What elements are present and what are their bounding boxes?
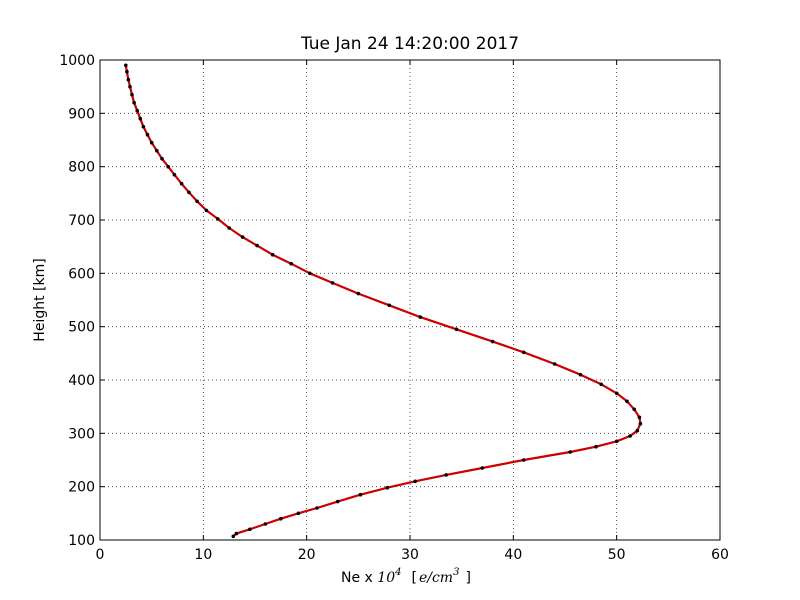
y-tick-label: 600 — [68, 266, 95, 282]
data-point — [160, 156, 164, 161]
grid-lines — [100, 60, 720, 540]
data-point — [356, 291, 361, 296]
data-point — [149, 140, 154, 145]
data-point — [521, 458, 526, 462]
data-point — [195, 199, 199, 204]
data-point — [385, 485, 390, 490]
data-point — [204, 208, 209, 213]
data-point — [270, 252, 275, 257]
y-tick-labels: 100 200 300 400 500 600 700 800 900 1000 — [59, 53, 95, 549]
data-point — [234, 531, 239, 536]
data-point — [125, 69, 129, 74]
plot-series — [124, 63, 643, 539]
y-tick-label: 700 — [68, 213, 95, 229]
chart-title: Tue Jan 24 14:20:00 2017 — [300, 34, 519, 54]
data-point — [179, 181, 184, 186]
data-point — [614, 391, 619, 396]
x-axis-label-exp-base: 10 — [377, 570, 395, 586]
data-point — [413, 479, 418, 484]
data-point — [454, 327, 459, 332]
data-point — [480, 466, 485, 470]
data-point — [335, 499, 340, 504]
x-tick-label: 40 — [504, 547, 522, 563]
data-point — [599, 382, 603, 387]
data-point — [490, 339, 495, 344]
data-point — [263, 522, 268, 526]
data-point — [614, 439, 619, 444]
data-point — [358, 492, 363, 497]
data-point — [444, 473, 449, 477]
data-point — [552, 362, 557, 366]
axis-ticks — [99, 59, 721, 541]
data-point — [594, 444, 598, 449]
data-point — [635, 428, 640, 433]
data-point — [638, 421, 643, 426]
data-point — [255, 243, 259, 248]
data-point — [248, 527, 252, 532]
data-point — [216, 217, 220, 221]
data-point — [172, 172, 177, 177]
data-point — [308, 271, 312, 276]
y-tick-label: 300 — [68, 426, 95, 442]
data-point — [132, 100, 136, 105]
data-point — [166, 164, 170, 169]
data-point — [227, 226, 231, 230]
data-point — [145, 132, 150, 137]
data-point — [240, 235, 245, 239]
data-point — [330, 281, 335, 285]
x-axis-label-unit-num: e/cm — [419, 570, 453, 586]
x-tick-label: 20 — [298, 547, 316, 563]
data-point — [568, 450, 572, 454]
x-tick-label: 0 — [96, 547, 105, 563]
data-point — [128, 84, 132, 89]
data-point — [124, 63, 128, 68]
y-tick-label: 200 — [68, 480, 95, 496]
x-tick-label: 50 — [608, 547, 626, 563]
y-tick-label: 800 — [68, 160, 95, 176]
data-point — [187, 190, 191, 195]
x-axis-label-unit-power: 3 — [453, 567, 459, 578]
data-point — [126, 77, 131, 82]
data-point — [155, 148, 159, 153]
x-tick-labels: 0 10 20 30 40 50 60 — [96, 547, 729, 563]
x-tick-label: 60 — [711, 547, 729, 563]
data-point — [135, 108, 139, 113]
x-axis-label-prefix: Ne x — [341, 570, 377, 586]
y-axis-label: Height [km] — [32, 258, 48, 341]
y-tick-label: 400 — [68, 373, 95, 389]
y-tick-label: 900 — [68, 106, 95, 122]
data-point — [279, 516, 283, 521]
y-tick-label: 500 — [68, 320, 95, 336]
x-axis-label-unit-close: ] — [465, 570, 470, 586]
data-point — [628, 434, 632, 438]
data-point — [387, 303, 392, 308]
data-point — [130, 92, 134, 97]
data-point — [138, 116, 143, 121]
x-tick-label: 30 — [401, 547, 419, 563]
x-axis-label-exp-power: 4 — [394, 567, 401, 578]
x-tick-label: 10 — [194, 547, 212, 563]
data-point — [289, 261, 294, 266]
data-point — [231, 534, 236, 539]
data-point — [315, 506, 319, 510]
y-tick-label: 1000 — [59, 53, 95, 69]
data-point — [418, 315, 423, 319]
data-point — [578, 372, 583, 377]
data-point — [521, 350, 526, 355]
data-point — [637, 415, 642, 420]
x-axis-label: Ne x 104 [e/cm3] — [341, 567, 471, 586]
data-point — [141, 124, 146, 129]
y-tick-label: 100 — [68, 533, 95, 549]
data-point — [625, 399, 629, 404]
data-point — [632, 407, 636, 412]
data-point — [296, 511, 301, 516]
x-axis-label-unit-open: [ — [411, 570, 416, 586]
